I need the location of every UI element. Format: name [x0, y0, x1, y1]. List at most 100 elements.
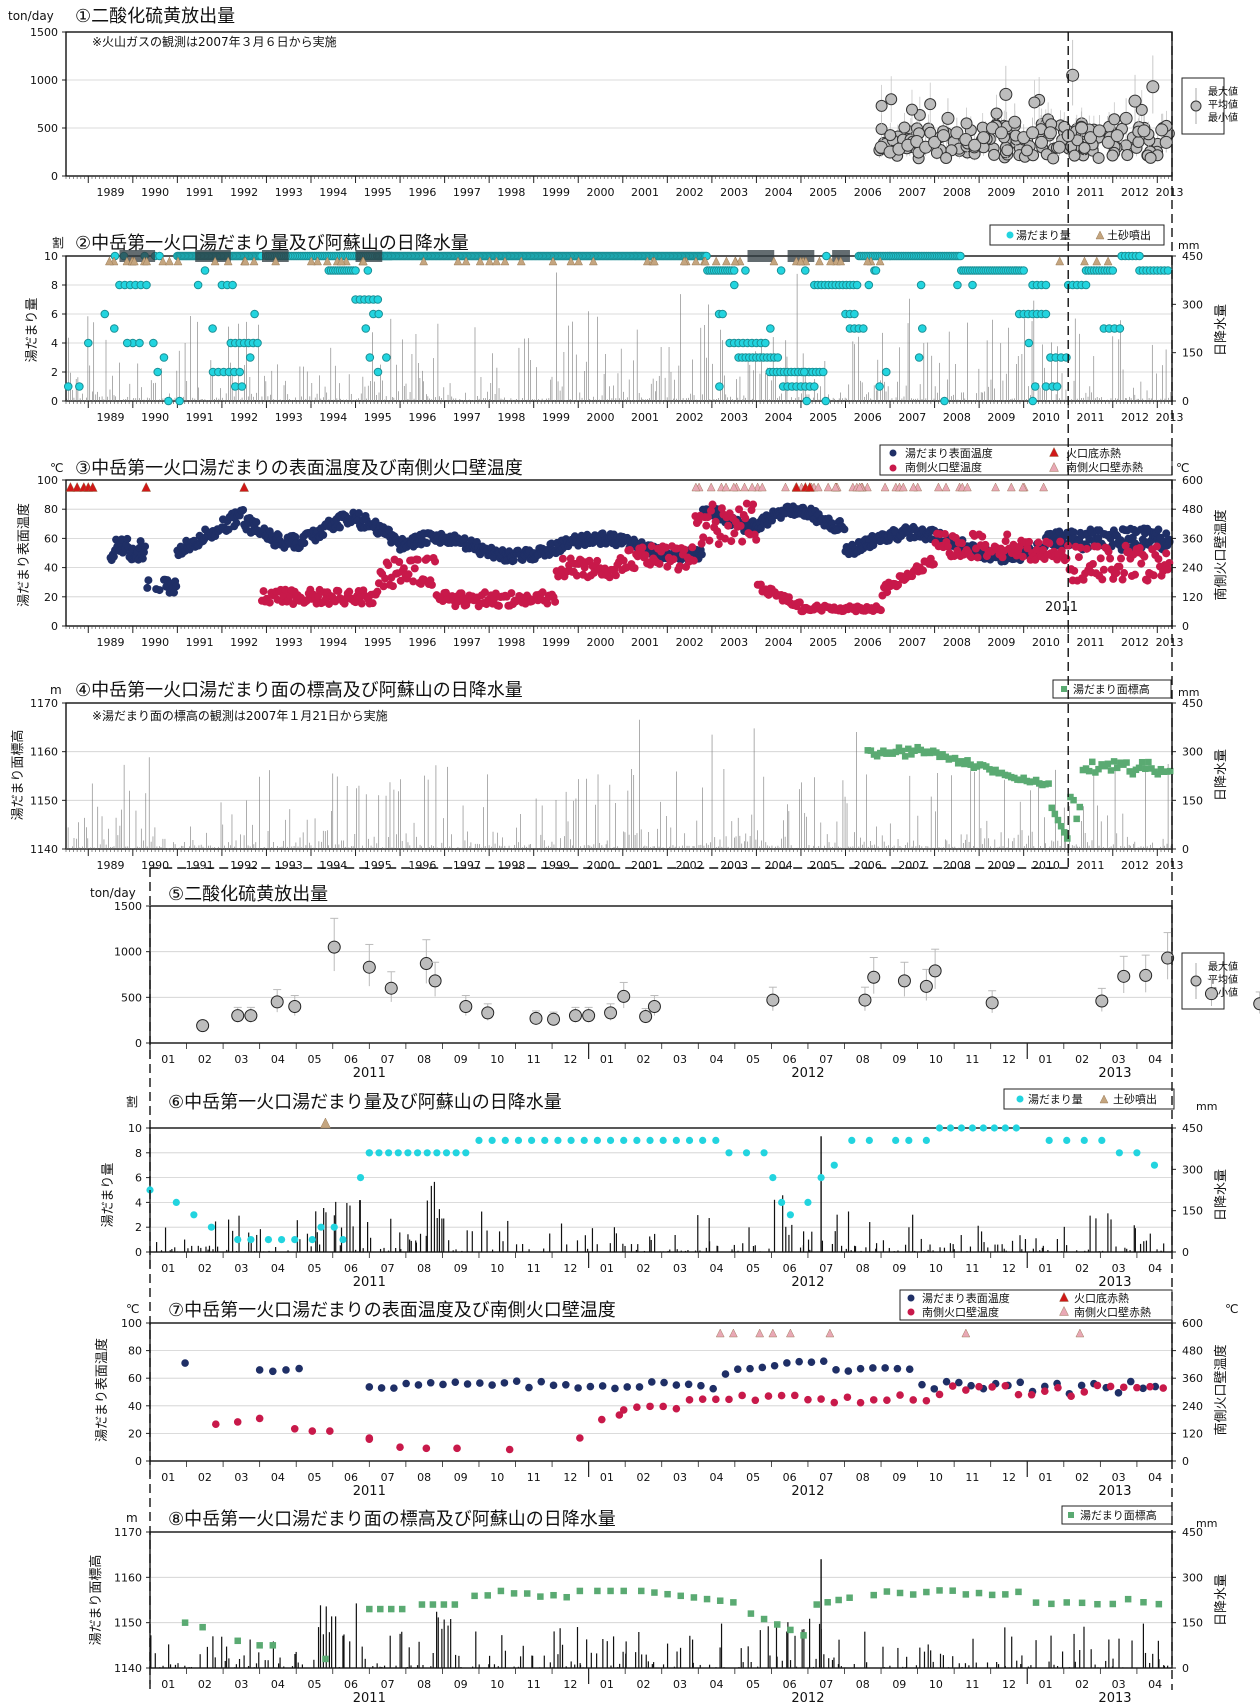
p2-xtick-label: 2011 [1076, 411, 1104, 424]
p1-mean-point [1144, 151, 1157, 164]
panel-3-temperature-long: ℃ ③中岳第一火口湯だまりの表面温度及び南側火口壁温度 ℃ 湯だまり表面温度 南… [16, 444, 1229, 607]
p1-mean-point [941, 111, 955, 125]
p2-pool-point [1041, 309, 1051, 319]
p3-wall-glow-marker [1006, 482, 1016, 492]
p4-xtick-label: 1999 [542, 859, 570, 872]
p2-ytick-label: 10 [44, 250, 58, 263]
p3-wall-temp-point [738, 537, 747, 546]
p3-wall-temp-point [413, 555, 422, 564]
p2-pool-point [741, 266, 750, 275]
p1-xtick-label: 2012 [1121, 186, 1149, 199]
p2-pool-point [1062, 353, 1071, 362]
p6-legend: 湯だまり量 土砂噴出 [1003, 1088, 1175, 1110]
p1-mean-point [1043, 126, 1057, 140]
p3-wall-temp-point [558, 554, 567, 563]
p3-y2tick-label: 360 [1182, 532, 1203, 545]
p3-wall-temp-point [727, 537, 736, 546]
p2-pool-point [237, 382, 247, 391]
p2-pool-point [382, 353, 391, 362]
p3-surface-temp-point [172, 582, 181, 591]
p4-legend-elev: 湯だまり面標高 [1073, 682, 1150, 696]
p1-mean-point [1159, 135, 1173, 149]
p7-legend-wall-glow: 南側火口壁赤熱 [1074, 1305, 1151, 1319]
p5-legend-max: 最大値 [1208, 960, 1238, 973]
panel-2-pool-amount-long: 割 ②中岳第一火口湯だまり量及び阿蘇山の日降水量 mm 湯だまり量 日降水量 湯… [25, 224, 1229, 362]
p4-ytick-label: 1140 [30, 843, 58, 856]
p3-ytick-label: 60 [44, 532, 58, 545]
p3-wall-temp-point [724, 521, 733, 530]
p4-title: ④中岳第一火口湯だまり面の標高及び阿蘇山の日降水量 [75, 680, 523, 701]
p3-y2tick-label: 0 [1182, 620, 1189, 633]
p3-xtick-label: 1997 [453, 636, 481, 649]
p1-xtick-label: 2002 [676, 186, 704, 199]
p1-mean-point [1121, 149, 1134, 162]
p3-wall-temp-point [431, 557, 440, 566]
p4-xtick-label: 2000 [587, 859, 615, 872]
p1-mean-point [1106, 149, 1119, 162]
p3-wall-temp-point [1074, 553, 1083, 562]
p2-ytick-label: 0 [51, 395, 58, 408]
p2-title: ②中岳第一火口湯だまり量及び阿蘇山の日降水量 [75, 233, 469, 254]
p3-legend-wall-glow: 南側火口壁赤熱 [1066, 460, 1143, 474]
p3-surface-temp-point [697, 550, 706, 559]
p2-pool-point [718, 309, 727, 319]
p3-wall-temp-point [1070, 566, 1079, 575]
p1-mean-point [1020, 144, 1033, 157]
p1-mean-point [1068, 149, 1081, 162]
p1-title: ①二酸化硫黄放出量 [75, 6, 235, 27]
p1-legend-circle-icon [1190, 100, 1202, 112]
p3-xtick-label: 2000 [587, 636, 615, 649]
p2-xtick-label: 1996 [408, 411, 436, 424]
p3-wall-glow-marker [991, 482, 1000, 492]
p2-pool-point [773, 353, 783, 362]
p4-xtick-label: 1990 [141, 859, 169, 872]
p2-xtick-label: 2008 [943, 411, 971, 424]
p1-mean-point [1155, 123, 1169, 137]
p3-ytick-label: 80 [44, 503, 58, 516]
p2-pool-point [83, 338, 93, 348]
p4-xtick-label: 1994 [319, 859, 347, 872]
p8-legend-elev: 湯だまり面標高 [1080, 1508, 1157, 1522]
panel-7-temperature-recent: ℃ ⑦中岳第一火口湯だまりの表面温度及び南側火口壁温度 ℃ 湯だまり表面温度 南… [94, 1289, 1238, 1442]
p3-wall-temp-point [680, 545, 689, 554]
p2-pool-point [200, 266, 210, 275]
p2-mud-marker [711, 256, 721, 266]
p1-xtick-label: 2004 [765, 186, 793, 199]
p4-ylabel: 湯だまり面標高 [10, 730, 26, 821]
p3-ylabel: 湯だまり表面温度 [16, 503, 32, 607]
p2-ytick-label: 2 [51, 366, 58, 379]
p1-mean-point [1078, 142, 1091, 155]
p2-mud-marker [1055, 256, 1065, 266]
p3-surface-temp-point [232, 519, 241, 528]
p3-wall-temp-point [641, 551, 650, 560]
p2-pool-point [822, 251, 831, 261]
p3-wall-glow-marker [781, 482, 790, 492]
p3-xtick-label: 2011 [1076, 636, 1104, 649]
p4-xtick-label: 2003 [720, 859, 748, 872]
p3-wall-temp-point [929, 560, 938, 569]
p2-pool-point [916, 280, 926, 290]
p3-wall-temp-point [638, 543, 647, 552]
p2-xtick-label: 1989 [97, 411, 125, 424]
p4-y2tick-label: 0 [1182, 843, 1189, 856]
p2-ytick-label: 4 [51, 337, 58, 350]
p1-mean-point [1137, 124, 1151, 138]
p1-xtick-label: 1989 [97, 186, 125, 199]
p3-legend: 湯だまり表面温度 南側火口壁温度 火口底赤熱 南側火口壁赤熱 [879, 444, 1173, 476]
p2-pool-point [363, 266, 373, 275]
p2-xtick-label: 1990 [141, 411, 169, 424]
p2-pool-point [100, 309, 110, 319]
p2-ytick-label: 8 [51, 279, 58, 292]
p1-mean-point [884, 129, 897, 142]
p2-y2tick-label: 150 [1182, 347, 1203, 360]
p1-note: ※火山ガスの観測は2007年３月６日から実施 [92, 34, 337, 49]
p1-mean-point [1119, 111, 1133, 125]
p2-pool-point [63, 382, 73, 391]
panel-5-so2-recent: ton/day ⑤二酸化硫黄放出量 最大値 平均値 最小値 [90, 884, 1238, 1010]
p1-xtick-label: 1995 [364, 186, 392, 199]
p3-xtick-label: 2008 [943, 636, 971, 649]
p2-pool-point [917, 324, 927, 333]
p2-y2tick-label: 300 [1182, 298, 1203, 311]
p2-pool-point [968, 280, 977, 290]
p2-pool-point [373, 295, 383, 304]
